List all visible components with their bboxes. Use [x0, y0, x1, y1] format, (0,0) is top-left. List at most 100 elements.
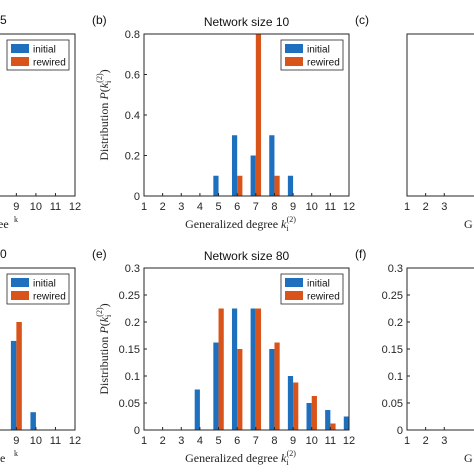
legend-swatch-initial	[11, 278, 29, 287]
panel-d-title-fragment: 0	[0, 247, 7, 261]
x-tick-label: 10	[30, 201, 42, 213]
x-tick-label: 3	[178, 201, 184, 213]
y-tick-label: 0.8	[125, 29, 140, 41]
y-axis-symbol-k: k	[97, 82, 111, 88]
legend-swatch-rewired	[285, 57, 303, 66]
x-tick-label: 2	[423, 435, 429, 447]
y-tick-label: 0.4	[125, 110, 140, 122]
x-tick-label: 12	[69, 435, 81, 447]
panel-a-xlabel-fragment: ee	[0, 217, 9, 231]
y-tick-label: 0.25	[119, 290, 140, 302]
bar-rewired-10	[311, 395, 317, 430]
y-tick-label: 0.25	[382, 290, 403, 302]
legend: initial rewired	[280, 39, 344, 71]
bar-initial-4	[194, 389, 200, 430]
bar-rewired-7	[255, 34, 262, 196]
bar-rewired-7	[255, 308, 262, 430]
y-axis-superscript: (2)	[95, 307, 104, 317]
bars	[10, 322, 36, 430]
x-axis-subscript: i	[286, 458, 289, 467]
y-tick-label: 0.1	[125, 371, 140, 383]
legend: initial rewired	[280, 273, 344, 305]
bars	[213, 34, 294, 196]
chart-title: Network size 10	[204, 15, 290, 29]
bar-initial-7	[250, 155, 256, 196]
bar-initial-10	[30, 412, 36, 430]
legend-label-rewired: rewired	[33, 292, 66, 303]
x-tick-label: 3	[441, 201, 447, 213]
x-axis-label-text: Generalized degree	[185, 451, 281, 465]
y-tick-label: 0.15	[119, 344, 140, 356]
x-tick-label: 11	[325, 435, 336, 447]
bar-initial-9	[287, 175, 294, 196]
x-tick-label: 1	[404, 435, 410, 447]
y-tick-label: 0	[134, 191, 140, 203]
x-tick-label: 12	[343, 201, 355, 213]
x-tick-label: 5	[215, 201, 221, 213]
x-tick-label: 10	[306, 201, 318, 213]
y-axis-paren-close: )	[97, 303, 111, 307]
x-axis-label: Generalized degree ki(2)	[185, 449, 296, 467]
x-tick-label: 9	[290, 435, 296, 447]
legend-swatch-initial	[11, 44, 29, 53]
y-axis-symbol: P	[97, 92, 111, 101]
x-tick-label: 10	[306, 435, 318, 447]
bar-rewired-12	[349, 424, 354, 430]
y-tick-label: 0.6	[125, 70, 140, 82]
y-tick-label: 0.1	[388, 371, 403, 383]
y-tick-label: 0.2	[388, 317, 403, 329]
x-tick-label: 2	[160, 201, 166, 213]
panel-d-xlabel-fragment: e	[0, 451, 5, 465]
plot-frame	[0, 33, 76, 197]
panel-label: (b)	[92, 13, 107, 27]
x-tick-label: 3	[178, 435, 184, 447]
x-axis-symbol: k	[281, 217, 287, 231]
x-axis-subscript: i	[286, 224, 289, 233]
legend-label-initial: initial	[33, 279, 56, 290]
bar-initial-9	[287, 376, 294, 430]
bar-initial-5	[213, 342, 219, 430]
x-tick-label: 1	[141, 201, 147, 213]
legend-label-rewired: rewired	[33, 58, 66, 69]
bar-initial-8	[269, 135, 275, 196]
x-tick-label: 11	[325, 201, 336, 213]
bar-initial-11	[325, 410, 331, 430]
x-tick-label: 1	[404, 201, 410, 213]
y-tick-label: 0	[397, 425, 403, 437]
y-axis-subscript: i	[104, 80, 113, 83]
y-axis-label: Distribution P(ki(2))	[95, 69, 113, 160]
panel-a-xlabel-math: k	[14, 215, 18, 224]
bar-rewired-9	[293, 382, 299, 430]
x-tick-label: 4	[197, 201, 203, 213]
legend-swatch-rewired	[11, 57, 29, 66]
legend-label-initial: initial	[307, 45, 330, 56]
bar-rewired-5	[218, 308, 224, 430]
panel-label: (f)	[355, 247, 366, 261]
y-tick-label: 0	[134, 425, 140, 437]
x-tick-label: 7	[253, 435, 259, 447]
panel-label: (c)	[355, 13, 369, 27]
x-tick-label: 9	[13, 435, 19, 447]
x-tick-label: 6	[234, 201, 240, 213]
y-axis-paren: (	[97, 88, 111, 92]
legend: initial rewired	[6, 39, 70, 71]
x-tick-label: 10	[30, 435, 42, 447]
y-axis-label-text: Distribution	[97, 100, 111, 161]
legend-swatch-rewired	[285, 291, 303, 300]
bar-initial-5	[213, 175, 219, 196]
x-tick-label: 12	[69, 201, 81, 213]
legend-label-rewired: rewired	[307, 58, 340, 69]
legend: initial rewired	[6, 273, 70, 305]
x-tick-label: 2	[160, 435, 166, 447]
x-axis-label: Generalized degree ki(2)	[185, 215, 296, 233]
chart-panel-4: 1 2 3 4 5 6 7 8 9 10 11 1200.050.10.150.20.250.3Net…	[92, 247, 355, 467]
legend-label-initial: initial	[33, 45, 56, 56]
x-tick-label: 8	[271, 201, 277, 213]
x-tick-label: 5	[215, 435, 221, 447]
y-axis-subscript: i	[104, 314, 113, 317]
bar-rewired-11	[330, 423, 336, 430]
bar-rewired-6	[237, 349, 243, 430]
bars	[194, 308, 354, 430]
legend-label-rewired: rewired	[307, 292, 340, 303]
